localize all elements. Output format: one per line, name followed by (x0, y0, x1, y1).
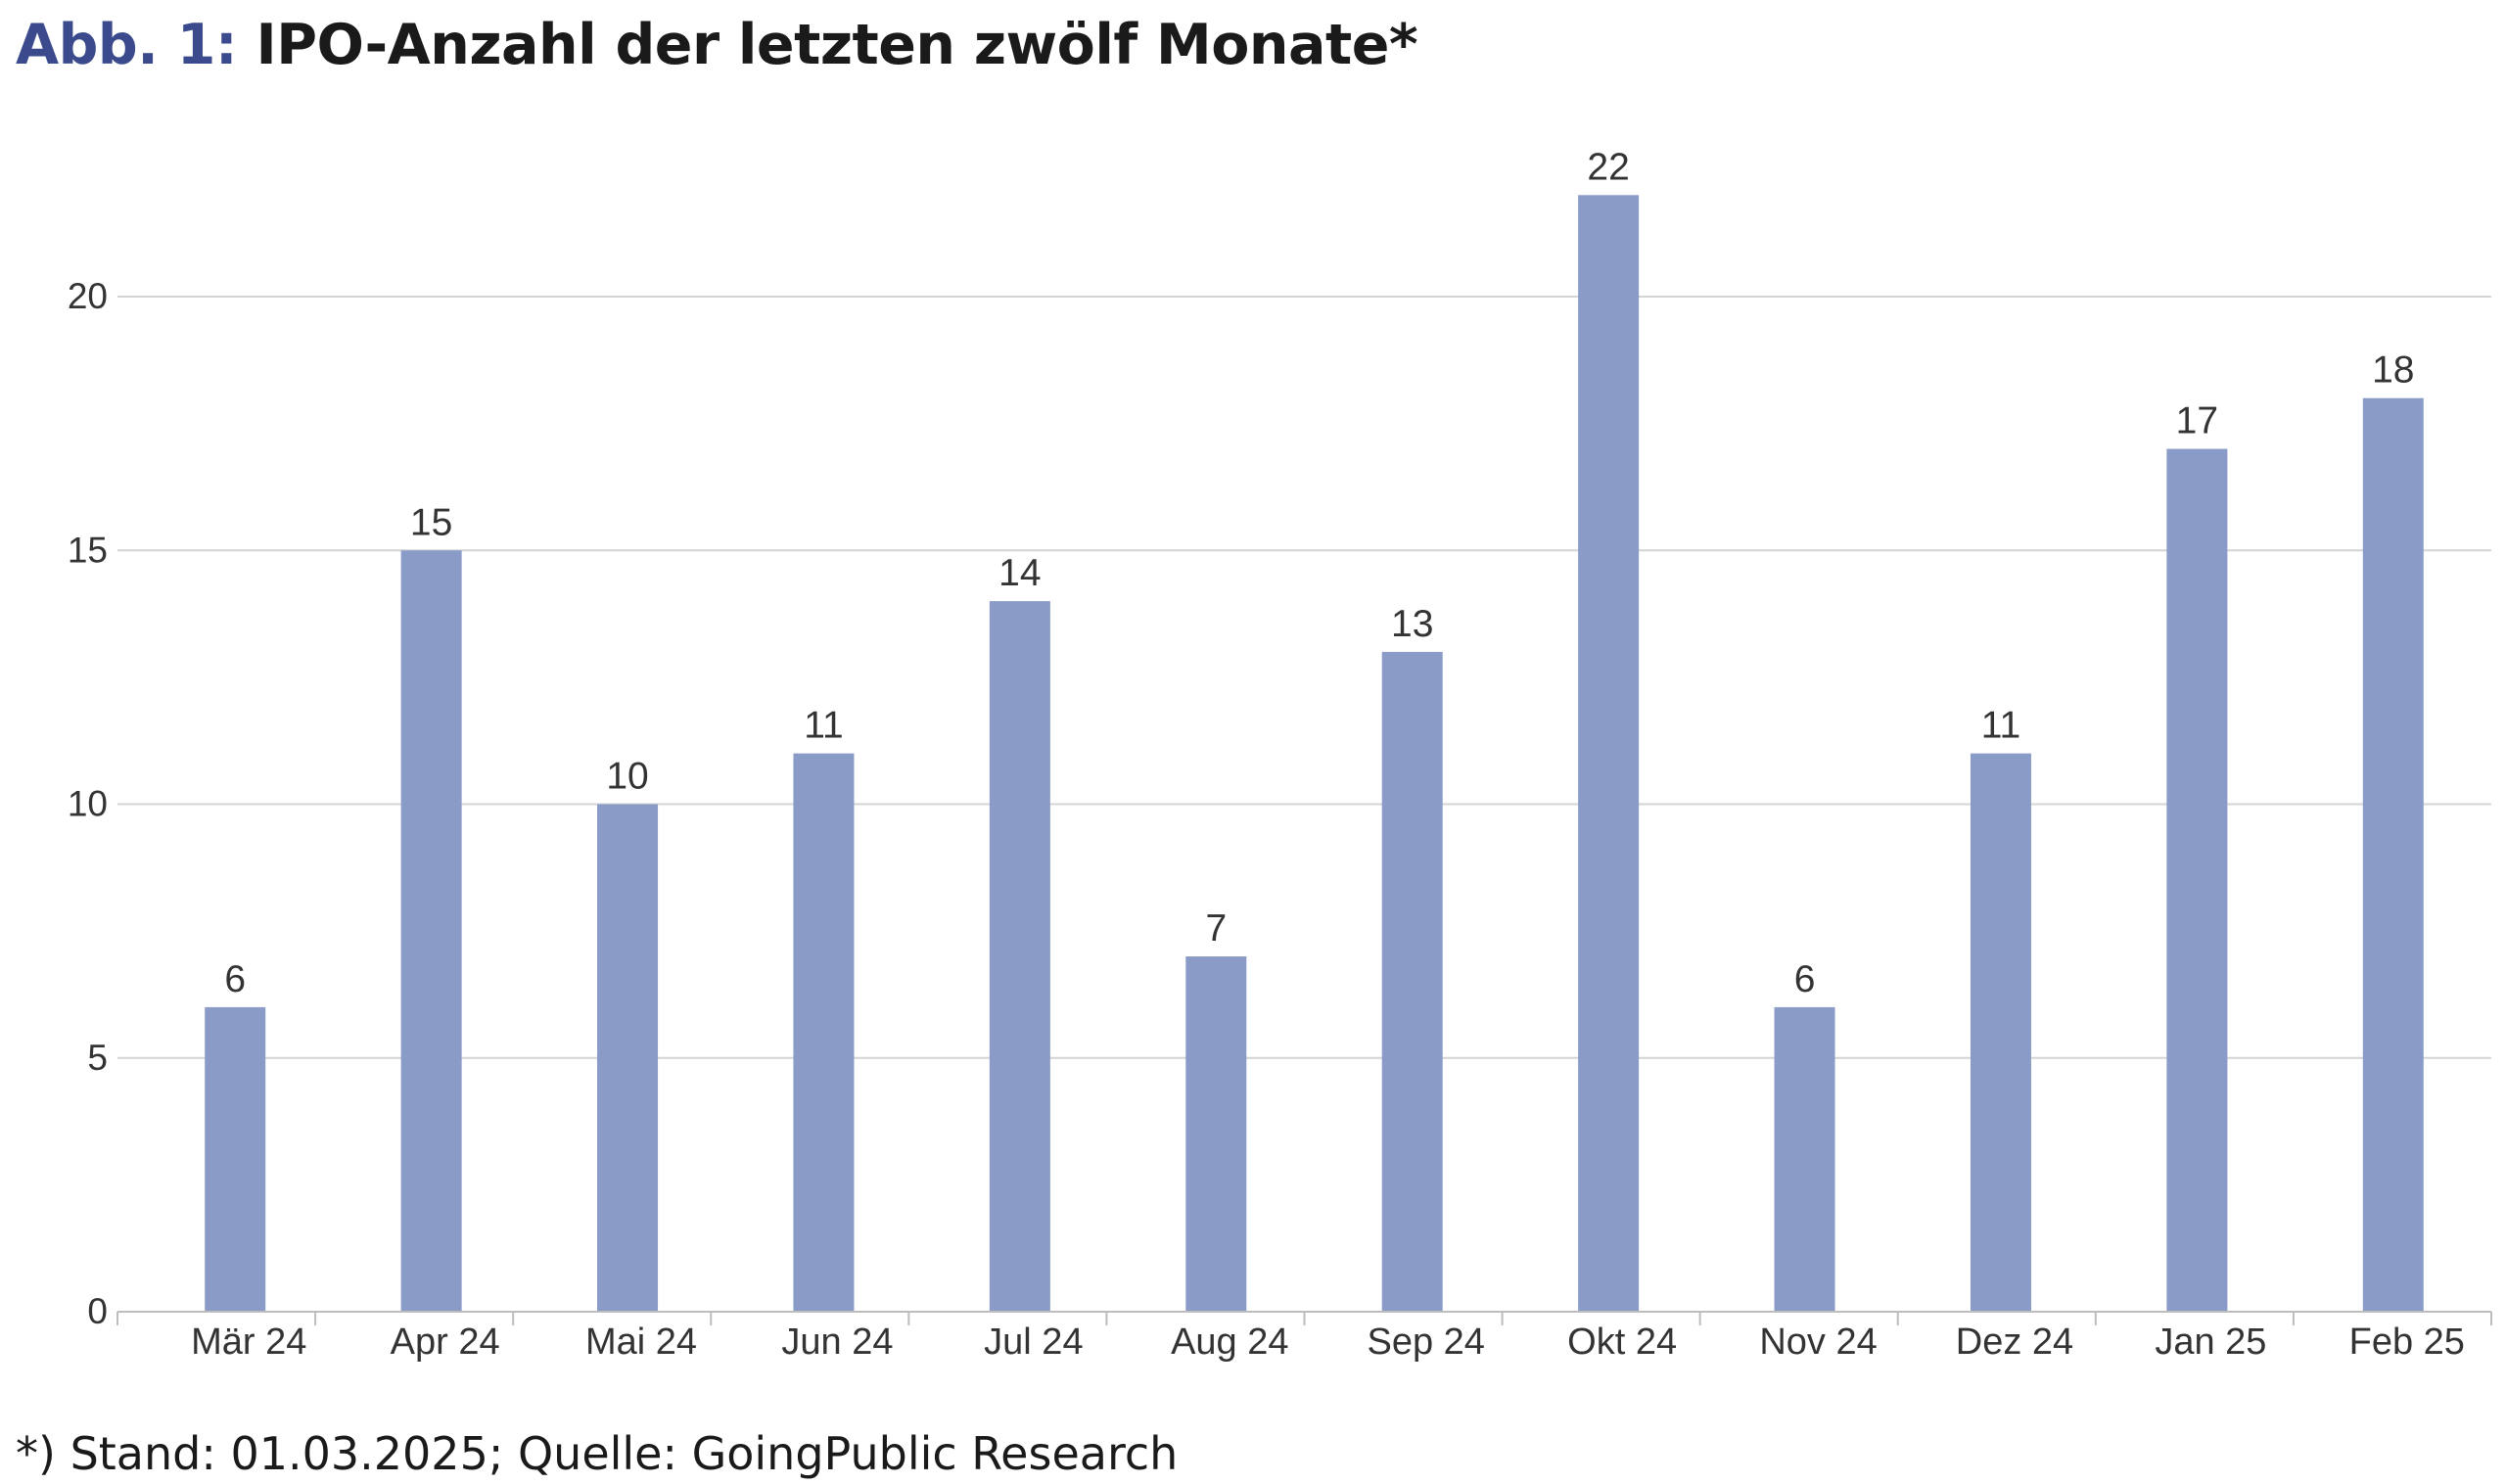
data-label: 7 (1205, 907, 1227, 950)
bar (1381, 651, 1443, 1312)
x-tick-label: Dez 24 (1956, 1322, 2073, 1363)
bar (989, 601, 1050, 1312)
data-label: 6 (224, 958, 246, 1000)
x-axis-tick-labels: Mär 24 Apr 24 Mai 24 Jun 24 Jul 24 Aug 24 Sep … (191, 1322, 2465, 1363)
bar (1774, 1006, 1835, 1312)
x-tick-label: Jun 24 (781, 1322, 893, 1363)
data-label: 18 (2372, 349, 2414, 392)
x-tick-label: Apr 24 (391, 1322, 500, 1363)
x-tick-label: Aug 24 (1171, 1322, 1288, 1363)
x-tick-label: Okt 24 (1567, 1322, 1677, 1363)
data-label: 22 (1587, 146, 1629, 188)
x-tick-label: Sep 24 (1367, 1322, 1484, 1363)
data-label: 11 (804, 705, 844, 747)
bar (597, 804, 659, 1312)
figure-number: Abb. 1: (16, 13, 238, 77)
x-tick-label: Mär 24 (191, 1322, 306, 1363)
bars (205, 195, 2424, 1312)
y-tick-label: 15 (68, 530, 108, 570)
data-label: 14 (998, 552, 1041, 594)
bar (793, 753, 855, 1312)
y-tick-label: 5 (87, 1038, 108, 1078)
bar (205, 1006, 266, 1312)
x-tick-label: Mai 24 (585, 1322, 697, 1363)
bar (1578, 195, 1640, 1312)
x-axis (116, 1311, 2492, 1325)
bar (400, 550, 462, 1312)
data-label: 6 (1794, 958, 1816, 1000)
data-label: 15 (410, 501, 452, 543)
bar (1185, 956, 1247, 1312)
y-tick-label: 10 (68, 784, 108, 824)
data-label: 13 (1391, 603, 1433, 645)
figure-title: IPO-Anzahl der letzten zwölf Monate* (255, 13, 1418, 77)
x-tick-label: Jan 25 (2155, 1322, 2266, 1363)
y-tick-label: 20 (68, 276, 108, 316)
y-tick-label: 0 (87, 1291, 108, 1331)
bar (2166, 448, 2228, 1312)
grid-lines (117, 296, 2491, 1059)
bar (1970, 753, 2031, 1312)
data-label: 17 (2176, 400, 2218, 442)
x-tick-label: Nov 24 (1759, 1322, 1877, 1363)
x-tick-label: Jul 24 (984, 1322, 1083, 1363)
data-label: 10 (606, 756, 648, 798)
bar (2362, 397, 2424, 1312)
chart-title: Abb. 1: IPO-Anzahl der letzten zwölf Mon… (16, 6, 1418, 84)
y-axis-tick-labels: 0 5 10 15 20 (68, 276, 108, 1331)
x-tick-label: Feb 25 (2349, 1322, 2465, 1363)
data-label: 11 (1981, 705, 2021, 747)
footnote: *) Stand: 01.03.2025; Quelle: GoingPubli… (16, 1427, 1179, 1480)
data-labels: 6 15 10 11 14 7 13 22 6 11 17 18 (224, 146, 2414, 1000)
bar-chart: 0 5 10 15 20 Mär 24 Apr 24 Mai 24 Jun 24 Jul 24 A… (68, 146, 2492, 1363)
